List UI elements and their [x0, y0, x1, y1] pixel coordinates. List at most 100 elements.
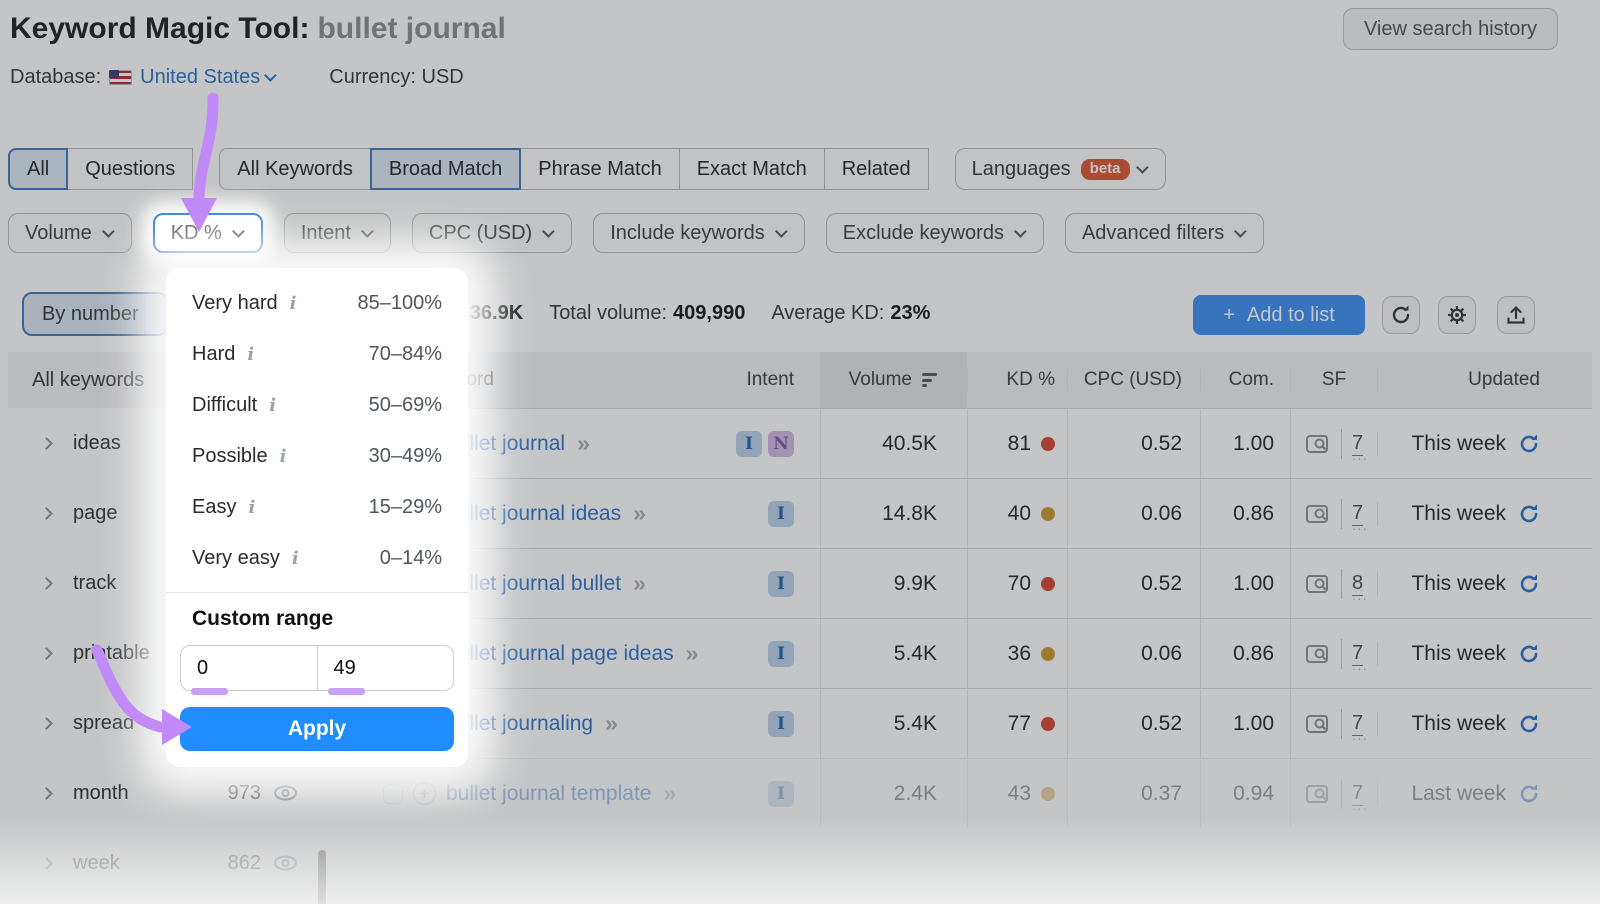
serp-features-count[interactable]: 7 — [1351, 502, 1363, 532]
add-to-list-button[interactable]: + Add to list — [1193, 295, 1365, 335]
expand-keyword-icon[interactable]: » — [577, 430, 590, 456]
info-icon[interactable]: i — [269, 395, 277, 416]
keyword-link[interactable]: bullet journal bullet — [446, 571, 622, 595]
kd-range-option[interactable]: Very easy i 0–14% — [166, 533, 468, 584]
chevron-right-icon — [40, 856, 53, 870]
results-card: By number All keywords:36.9K Total volum… — [8, 278, 1592, 904]
sidebar-group-item[interactable]: page — [8, 478, 322, 548]
intent-badge-i: I — [768, 640, 794, 667]
serp-preview-icon[interactable] — [1305, 712, 1331, 736]
table-header-row: Keyword Intent Volume KD % CPC (USD) Com… — [355, 352, 1592, 408]
tab[interactable]: Phrase Match — [520, 148, 680, 190]
tab[interactable]: Related — [823, 148, 929, 190]
filter-pill[interactable]: Intent — [283, 213, 391, 253]
info-icon[interactable]: i — [248, 497, 256, 518]
refresh-metrics-icon[interactable] — [1518, 503, 1540, 525]
keyword-link[interactable]: bullet journal page ideas — [446, 641, 674, 665]
filter-pill[interactable]: Include keywords — [593, 213, 805, 253]
expand-keyword-icon[interactable]: » — [633, 570, 646, 596]
expand-keyword-icon[interactable]: » — [633, 500, 646, 526]
volume-cell: 5.4K — [820, 619, 967, 688]
refresh-metrics-icon[interactable] — [1518, 573, 1540, 595]
info-icon[interactable]: i — [291, 548, 299, 569]
kd-cell: 43 — [967, 759, 1067, 828]
info-icon[interactable]: i — [279, 446, 287, 467]
database-selector[interactable]: United States — [140, 66, 277, 89]
kd-to-input[interactable]: 49 — [333, 656, 356, 679]
refresh-metrics-icon[interactable] — [1518, 783, 1540, 805]
filter-pill[interactable]: KD % — [152, 213, 263, 253]
currency-label: Currency: — [329, 66, 416, 88]
column-header-com[interactable]: Com. — [1200, 369, 1290, 391]
tab[interactable]: Broad Match — [369, 148, 522, 190]
serp-preview-icon[interactable] — [1305, 432, 1331, 456]
sidebar-group-item[interactable]: ideas — [8, 408, 322, 478]
refresh-metrics-icon[interactable] — [1518, 713, 1540, 735]
expand-keyword-icon[interactable]: » — [663, 780, 677, 806]
keyword-link[interactable]: bullet journal — [446, 431, 566, 455]
sidebar-group-item[interactable]: track — [8, 548, 322, 618]
tab[interactable]: Questions — [67, 148, 194, 190]
eye-icon[interactable] — [273, 855, 298, 871]
expand-keyword-icon[interactable]: » — [605, 710, 618, 736]
settings-button[interactable] — [1438, 296, 1476, 334]
intent-cell: I — [723, 570, 820, 597]
keyword-link[interactable]: bullet journaling — [446, 711, 594, 735]
filter-pill[interactable]: Volume — [8, 213, 132, 253]
serp-preview-icon[interactable] — [1305, 502, 1331, 526]
kd-range-option[interactable]: Easy i 15–29% — [166, 482, 468, 533]
column-header-updated[interactable]: Updated — [1377, 369, 1592, 391]
column-header-kd[interactable]: KD % — [967, 369, 1067, 391]
gear-icon — [1448, 306, 1466, 324]
kd-range-option[interactable]: Difficult i 50–69% — [166, 380, 468, 431]
tab-label: Exact Match — [696, 157, 807, 180]
sidebar-group-item[interactable]: week 862 — [8, 828, 322, 898]
filter-pill[interactable]: Exclude keywords — [825, 213, 1044, 253]
eye-icon[interactable] — [273, 785, 298, 801]
serp-preview-icon[interactable] — [1305, 572, 1331, 596]
column-header-intent[interactable]: Intent — [746, 369, 794, 390]
sidebar-group-meta: 862 — [228, 852, 308, 875]
kd-range-option[interactable]: Very hard i 85–100% — [166, 278, 468, 329]
column-header-cpc[interactable]: CPC (USD) — [1067, 369, 1200, 391]
tab[interactable]: Exact Match — [678, 148, 825, 190]
tab[interactable]: All Keywords — [219, 148, 371, 190]
refresh-button[interactable] — [1382, 296, 1420, 334]
filter-pill[interactable]: CPC (USD) — [411, 213, 573, 253]
export-button[interactable] — [1497, 296, 1535, 334]
languages-dropdown[interactable]: Languages beta — [954, 148, 1166, 190]
tab[interactable]: All — [8, 148, 69, 190]
keyword-link[interactable]: bullet journal ideas — [446, 501, 622, 525]
serp-preview-icon[interactable] — [1305, 642, 1331, 666]
kd-range-option[interactable]: Hard i 70–84% — [166, 329, 468, 380]
refresh-metrics-icon[interactable] — [1518, 433, 1540, 455]
apply-button[interactable]: Apply — [180, 707, 454, 751]
add-keyword-icon[interactable]: + — [413, 782, 436, 805]
chevron-right-icon — [40, 506, 53, 520]
column-header-sf[interactable]: SF — [1290, 369, 1377, 391]
row-checkbox[interactable] — [383, 783, 403, 804]
expand-keyword-icon[interactable]: » — [685, 640, 699, 666]
tab-label: Phrase Match — [538, 157, 662, 180]
serp-preview-icon[interactable] — [1305, 782, 1331, 806]
updated-cell: This week — [1377, 711, 1592, 736]
table-row: + bullet journal bullet » I 9.9K 70 0.52… — [355, 548, 1592, 618]
filter-pill[interactable]: Advanced filters — [1064, 213, 1265, 253]
serp-features-count[interactable]: 7 — [1351, 432, 1363, 462]
serp-features-count[interactable]: 7 — [1351, 712, 1363, 742]
by-number-toggle[interactable]: By number — [22, 292, 168, 336]
cpc-cell: 0.52 — [1067, 409, 1200, 478]
keyword-link[interactable]: bullet journal template — [446, 781, 652, 805]
serp-features-count[interactable]: 8 — [1351, 572, 1363, 602]
refresh-metrics-icon[interactable] — [1518, 643, 1540, 665]
serp-features-count[interactable]: 7 — [1351, 642, 1363, 672]
info-icon[interactable]: i — [289, 293, 297, 314]
sidebar-group-item[interactable]: month 973 — [8, 758, 322, 828]
info-icon[interactable]: i — [247, 344, 255, 365]
column-header-volume[interactable]: Volume — [820, 352, 967, 408]
sidebar-scrollbar[interactable] — [318, 850, 326, 904]
kd-from-input[interactable]: 0 — [181, 646, 318, 690]
kd-range-option[interactable]: Possible i 30–49% — [166, 431, 468, 482]
view-search-history-button[interactable]: View search history — [1342, 8, 1558, 50]
serp-features-count[interactable]: 7 — [1351, 782, 1363, 812]
